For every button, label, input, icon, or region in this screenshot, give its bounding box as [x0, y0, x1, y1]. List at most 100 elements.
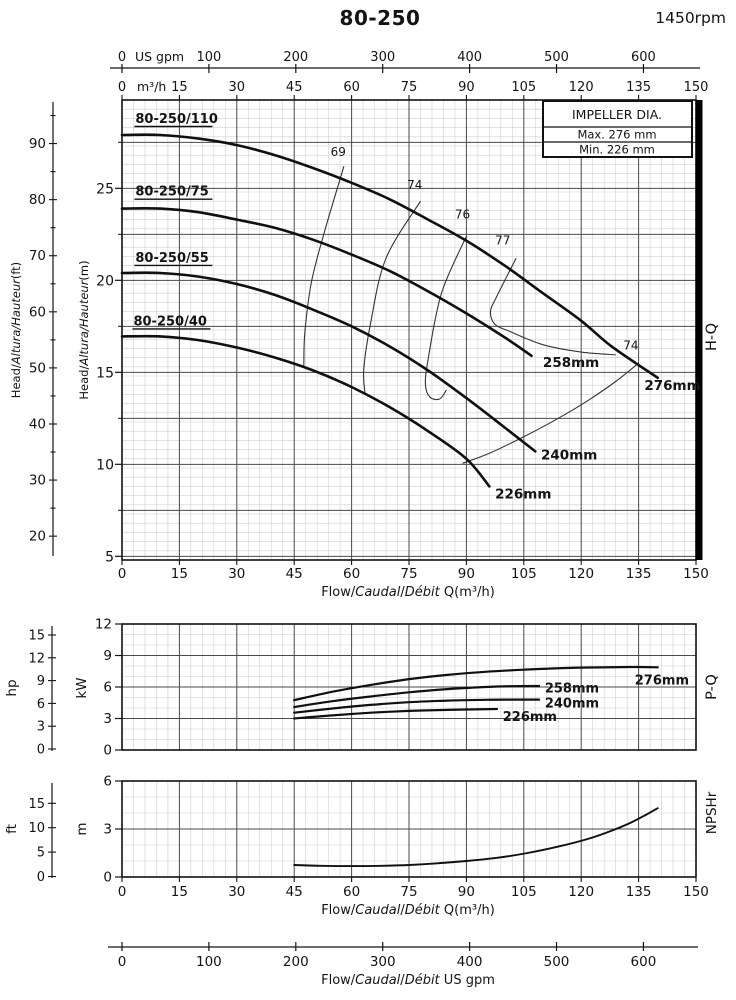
m3h-tick-label: 75 [401, 80, 418, 95]
m3h-tick-label: 15 [171, 80, 188, 95]
m3h-tick-label: 90 [458, 80, 475, 95]
x-tick-label: 90 [458, 884, 475, 900]
gpm-tick-label: 300 [370, 50, 395, 65]
gpm-unit-label: US gpm [135, 49, 184, 64]
efficiency-curve-74 [363, 200, 421, 394]
ft-tick-label: 80 [29, 192, 46, 208]
diameter-label-240mm: 240mm [541, 448, 597, 464]
hp-axis-title: hp [4, 679, 20, 696]
x-tick-label: 90 [458, 566, 475, 582]
m3h-tick-label: 150 [684, 80, 709, 95]
diameter-label-226mm: 226mm [495, 486, 551, 502]
kw-tick-label: 9 [103, 648, 112, 664]
head-curves: 80-250/110 276mm 80-250/75 258mm 80-250/55 24… [120, 112, 701, 502]
m-tick-label: 20 [96, 273, 114, 289]
m-tick-label: 5 [105, 549, 114, 565]
power-curve-276mm [293, 665, 659, 702]
power-curve-258mm [293, 684, 541, 709]
x-tick-label: 105 [511, 566, 537, 582]
m3h-tick-label: 135 [626, 80, 651, 95]
npsh-ft-tick-label: 15 [28, 797, 45, 812]
head-ft-axis-title: Head/Altura/Hauteur(ft) [9, 262, 23, 398]
pq-section-label: P-Q [704, 674, 720, 700]
power-label-276mm: 276mm [635, 674, 689, 689]
gpm-tick-label: 200 [283, 954, 309, 970]
x-tick-label: 0 [118, 566, 127, 582]
x-tick-label: 105 [511, 884, 537, 900]
gpm-tick-label: 0 [118, 50, 126, 65]
x-tick-label: 15 [171, 566, 188, 582]
efficiency-label-69: 69 [331, 145, 346, 159]
x-tick-label: 150 [683, 566, 709, 582]
x-tick-label: 30 [228, 884, 245, 900]
gpm-tick-label: 600 [631, 50, 656, 65]
top-gpm-axis: 0 100 200 300 400 500 600 US gpm 0 15 30 45 60 75 90 10… [110, 49, 708, 100]
power-curve-226mm [293, 707, 499, 720]
curve-80-250/55 [120, 271, 537, 453]
rpm-label: 1450rpm [655, 9, 726, 27]
x-tick-label: 120 [568, 884, 594, 900]
gpm-tick-label: 400 [457, 50, 482, 65]
ft-tick-label: 20 [29, 529, 46, 545]
impeller-min-row: Min. 226 mm [579, 143, 655, 157]
kw-tick-label: 3 [103, 711, 112, 727]
gpm-tick-label: 200 [283, 50, 308, 65]
gpm-tick-label: 100 [196, 954, 222, 970]
power-curve-240mm [293, 698, 541, 714]
efficiency-curve-link [508, 330, 616, 356]
ft-tick-label: 70 [29, 248, 46, 264]
hp-tick-label: 9 [37, 674, 45, 689]
impeller-box-frame [542, 100, 693, 158]
curve-label-80-250/55: 80-250/55 [135, 251, 208, 266]
impeller-box-title: IMPELLER DIA. [572, 107, 662, 122]
hp-tick-label: 6 [37, 697, 45, 712]
ft-tick-label: 40 [29, 416, 46, 432]
m3h-tick-label: 30 [229, 80, 246, 95]
kw-tick-label: 6 [103, 680, 112, 696]
ft-tick-label: 50 [29, 360, 46, 376]
gpm-tick-label: 0 [118, 954, 127, 970]
npshr-section-label: NPSHr [704, 791, 720, 834]
m-tick-label: 10 [96, 457, 114, 473]
gpm-tick-label: 100 [196, 50, 221, 65]
efficiency-label-76: 76 [455, 208, 470, 222]
npshr-chart: 0 3 6 m 0 5 10 15 ft 0 15 30 45 60 75 90 105 120 135 150 Flo… [4, 774, 709, 919]
flow-axis-title: Flow/Caudal/Débit Q(m³/h) [321, 585, 495, 600]
x-tick-label: 45 [286, 566, 303, 582]
efficiency-curve-76 [424, 235, 467, 401]
x-tick-label: 135 [626, 566, 652, 582]
npsh-ft-tick-label: 5 [37, 846, 45, 861]
x-tick-label: 60 [343, 884, 360, 900]
diameter-label-276mm: 276mm [644, 378, 700, 394]
curve-80-250/40 [120, 334, 491, 488]
x-tick-label: 75 [400, 566, 417, 582]
x-tick-label: 75 [400, 884, 417, 900]
kw-tick-label: 0 [103, 743, 112, 759]
efficiency-curve-69 [303, 166, 345, 366]
curve-label-80-250/110: 80-250/110 [135, 112, 218, 127]
hq-bottom-axis: 0 15 30 45 60 75 90 105 120 135 150 Flow/Caudal/Déb… [118, 560, 709, 600]
x-tick-label: 30 [228, 566, 245, 582]
m3h-tick-label: 60 [343, 80, 360, 95]
efficiency-curve-77 [489, 257, 517, 332]
curve-80-250/110 [120, 133, 659, 380]
power-label-258mm: 258mm [545, 682, 599, 697]
efficiency-label-74: 74 [407, 178, 422, 192]
hq-section-label: H-Q [704, 323, 720, 351]
m3h-tick-label: 0 [118, 80, 126, 95]
bottom-gpm-axis: 0 100 200 300 400 500 600 Flow/Caudal/Débit US … [108, 942, 698, 988]
npsh-ft-axis-title: ft [4, 824, 20, 834]
npsh-m-tick-label: 3 [103, 822, 112, 838]
ft-tick-label: 90 [29, 136, 46, 152]
efficiency-label-74: 74 [623, 338, 638, 352]
head-m-axis-title: Head/Altura/Hauteur(m) [77, 260, 91, 399]
gpm-flow-axis-title: Flow/Caudal/Débit US gpm [321, 973, 495, 988]
hp-tick-label: 3 [37, 720, 45, 735]
x-tick-label: 45 [286, 884, 303, 900]
curve-80-250/75 [120, 206, 533, 358]
gpm-tick-label: 500 [544, 50, 569, 65]
